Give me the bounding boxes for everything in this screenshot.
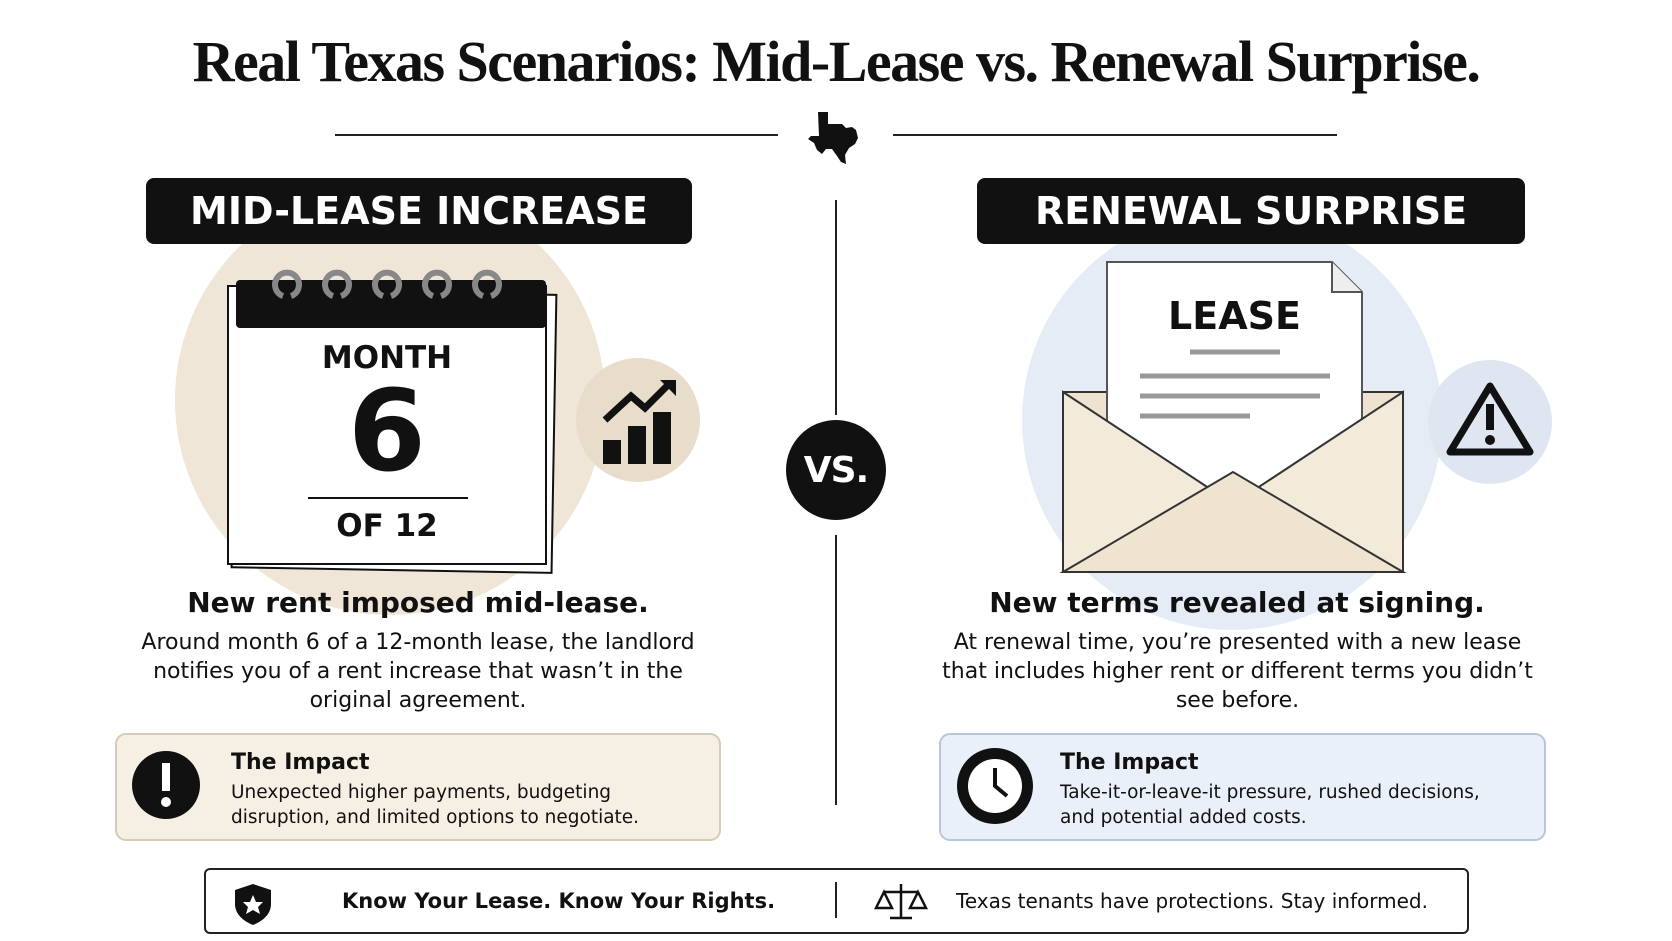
footer-right: Texas tenants have protections. Stay inf… xyxy=(956,889,1428,913)
right-headline: New terms revealed at signing. xyxy=(989,586,1485,619)
vs-label: VS. xyxy=(803,450,869,491)
right-heading: RENEWAL SURPRISE xyxy=(977,178,1525,244)
texas-icon xyxy=(808,112,858,164)
impact-text: Unexpected higher payments, budgeting di… xyxy=(231,782,640,828)
impact-title: The Impact xyxy=(231,750,370,775)
right-body: At renewal time, you’re presented with a… xyxy=(942,630,1533,713)
calendar-bottom: OF 12 xyxy=(336,508,438,544)
calendar-top: MONTH xyxy=(321,340,453,376)
title: Real Texas Scenarios: Mid-Lease vs. Rene… xyxy=(192,29,1481,94)
left-headline: New rent imposed mid-lease. xyxy=(187,586,649,619)
calendar-number: 6 xyxy=(348,367,426,497)
right-impact: The Impact Take-it-or-leave-it pressure,… xyxy=(940,734,1545,838)
left-body: Around month 6 of a 12-month lease, the … xyxy=(141,630,695,713)
footer-left: Know Your Lease. Know Your Rights. xyxy=(342,889,776,913)
left-heading: MID-LEASE INCREASE xyxy=(146,178,692,244)
left-impact: The Impact Unexpected higher payments, b… xyxy=(116,734,720,838)
impact-title: The Impact xyxy=(1060,750,1199,775)
footer: Know Your Lease. Know Your Rights. Texas… xyxy=(204,868,1469,934)
impact-text: Take-it-or-leave-it pressure, rushed dec… xyxy=(1060,782,1480,828)
vs-badge xyxy=(786,420,886,520)
lease-label: LEASE xyxy=(1168,294,1301,338)
